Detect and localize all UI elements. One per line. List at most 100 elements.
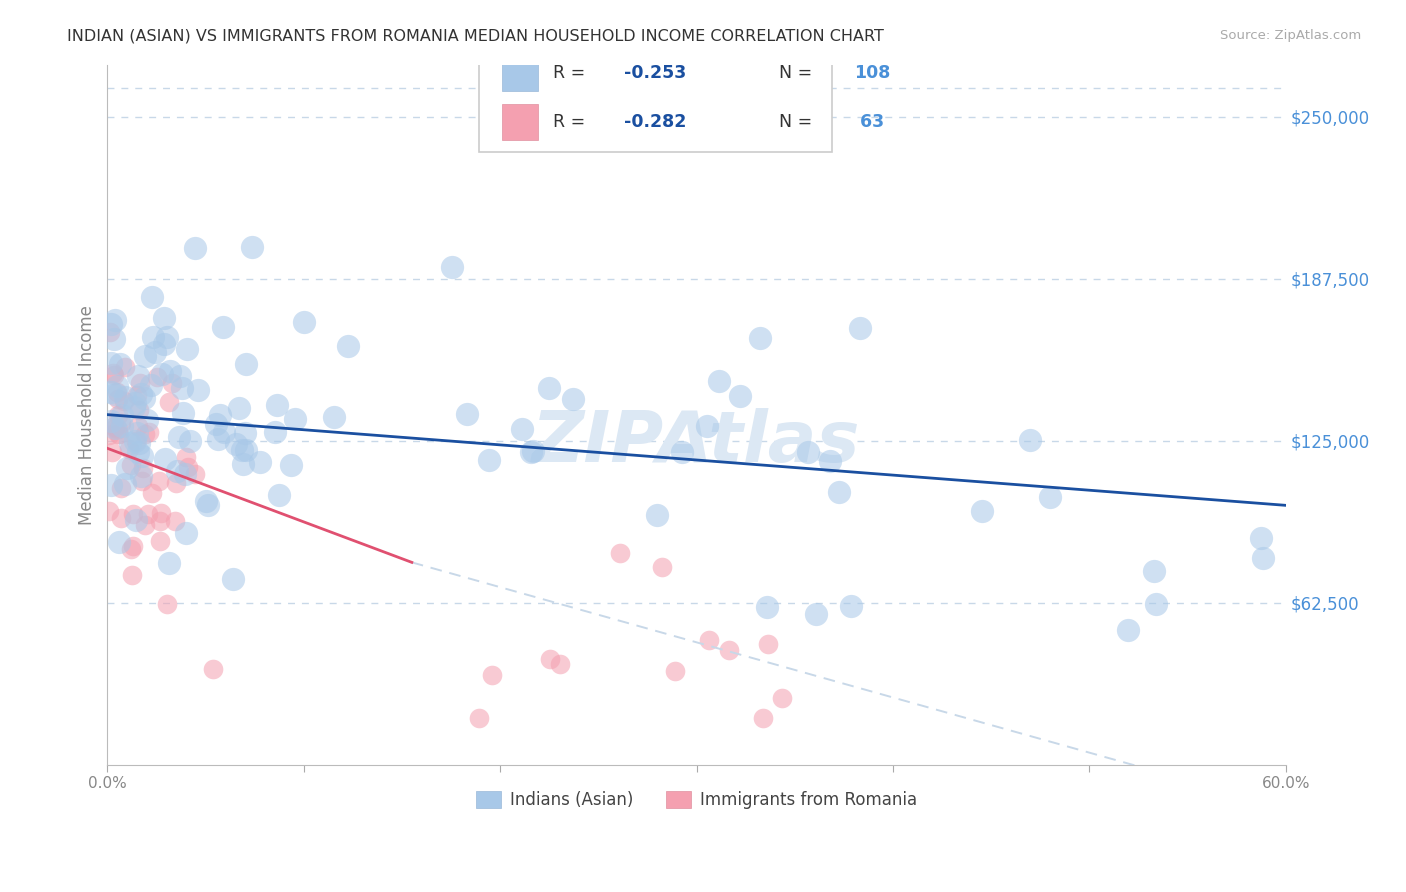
Point (149, 533, 172, 548)
Point (104, 313, 127, 327)
Point (538, 381, 561, 395)
Point (125, 513, 148, 527)
Point (107, 427, 129, 442)
Point (538, 652, 561, 666)
Point (124, 400, 146, 414)
Text: R =: R = (553, 64, 591, 82)
Point (141, 290, 163, 304)
Point (232, 457, 254, 471)
Point (134, 350, 156, 364)
FancyBboxPatch shape (502, 55, 537, 91)
Point (125, 434, 148, 448)
Point (197, 498, 219, 512)
Point (150, 507, 173, 521)
Point (127, 369, 149, 384)
Point (100, 384, 122, 399)
FancyBboxPatch shape (478, 51, 832, 153)
Point (110, 419, 132, 434)
Point (114, 359, 136, 374)
Y-axis label: Median Household Income: Median Household Income (79, 305, 96, 524)
Point (100, 445, 122, 459)
Point (122, 507, 145, 521)
Point (131, 449, 153, 463)
Point (797, 445, 820, 459)
Point (770, 690, 793, 705)
Point (148, 514, 170, 528)
Point (141, 377, 163, 392)
Point (456, 407, 478, 421)
Point (141, 486, 163, 500)
Point (128, 402, 150, 417)
Point (107, 409, 129, 423)
Point (264, 425, 287, 439)
Point (107, 422, 129, 436)
Point (166, 464, 188, 478)
Point (176, 342, 198, 356)
Point (696, 419, 718, 434)
Point (173, 467, 195, 481)
Point (697, 633, 720, 648)
Text: 108: 108 (853, 64, 890, 82)
Text: N =: N = (779, 64, 818, 82)
Point (827, 485, 849, 500)
Point (848, 321, 870, 335)
Point (548, 657, 571, 672)
Point (121, 539, 143, 553)
Point (337, 339, 360, 353)
Point (142, 329, 165, 343)
Point (156, 330, 179, 344)
Text: -0.282: -0.282 (624, 113, 686, 131)
Point (235, 442, 257, 457)
Point (207, 432, 229, 446)
Point (1144, 598, 1167, 612)
Point (131, 468, 153, 483)
Point (127, 425, 149, 440)
Point (159, 364, 181, 378)
Point (98, 428, 121, 442)
Point (134, 426, 156, 441)
Point (120, 458, 142, 472)
Point (645, 508, 668, 522)
Point (222, 572, 245, 586)
Point (165, 476, 187, 491)
Point (110, 511, 132, 525)
Text: 63: 63 (853, 113, 884, 131)
Point (818, 454, 841, 468)
Point (98, 504, 121, 518)
Point (121, 568, 143, 582)
Point (107, 392, 129, 407)
Point (138, 425, 160, 439)
Point (280, 458, 302, 472)
Point (756, 599, 779, 614)
Point (187, 383, 209, 397)
Point (157, 556, 180, 570)
Point (170, 381, 193, 395)
Legend: Indians (Asian), Immigrants from Romania: Indians (Asian), Immigrants from Romania (470, 784, 924, 815)
Point (124, 395, 146, 409)
Point (114, 477, 136, 491)
Point (131, 460, 153, 475)
Point (1250, 531, 1272, 545)
Point (240, 240, 263, 254)
Point (172, 406, 194, 420)
Point (103, 367, 125, 381)
Point (228, 401, 250, 416)
Point (100, 356, 122, 370)
Point (132, 391, 155, 405)
Point (155, 452, 177, 467)
Point (120, 435, 142, 450)
Point (98, 325, 121, 339)
Point (103, 368, 125, 382)
Point (167, 430, 190, 444)
Point (231, 443, 253, 458)
Point (212, 425, 235, 440)
Point (225, 437, 247, 451)
Point (104, 421, 127, 435)
Text: ZIPAtlas: ZIPAtlas (533, 409, 860, 477)
Point (100, 317, 122, 331)
Point (114, 390, 136, 404)
Point (212, 319, 235, 334)
Point (134, 518, 156, 533)
Point (510, 422, 533, 436)
Point (108, 535, 131, 549)
